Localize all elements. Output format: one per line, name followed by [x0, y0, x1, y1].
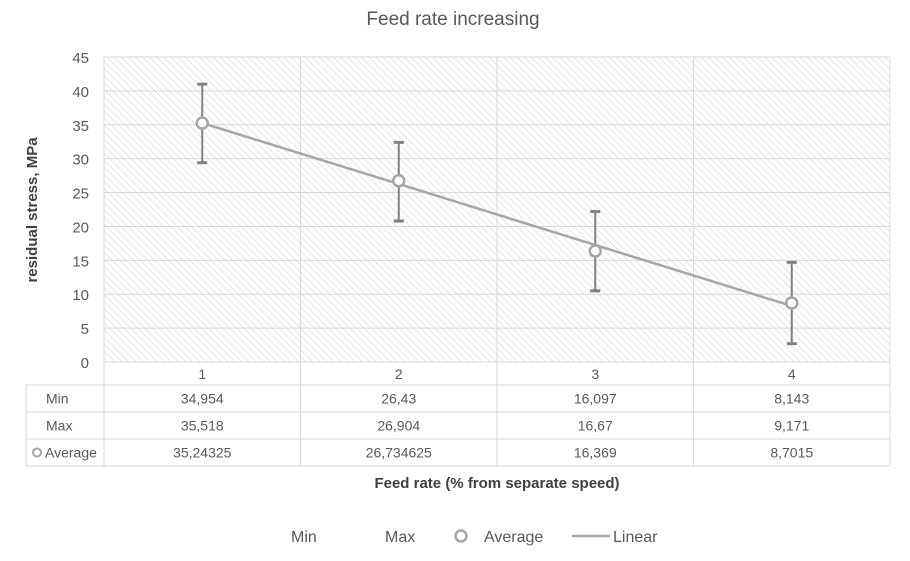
average-point	[392, 174, 406, 188]
gridlines	[103, 56, 891, 363]
legend-min-label: Min	[291, 529, 317, 546]
table-row-header: Max	[46, 418, 72, 434]
legend-average-marker	[454, 529, 468, 543]
average-point	[785, 296, 799, 310]
y-axis-title: residual stress, MPa	[24, 137, 41, 283]
table-cell: 9,171	[774, 418, 809, 434]
table-cell: 26,734625	[366, 445, 432, 461]
x-tick-label: 3	[591, 366, 599, 382]
table-cell: 35,518	[181, 418, 224, 434]
table-average-marker-icon	[32, 447, 42, 458]
y-tick-label: 30	[72, 152, 89, 169]
table-cell: 8,143	[774, 391, 809, 407]
legend: Min Max Average Linear	[291, 529, 658, 546]
average-point	[588, 244, 602, 258]
average-point	[195, 116, 209, 130]
table-cell: 8,7015	[770, 445, 813, 461]
x-axis-title: Feed rate (% from separate speed)	[374, 475, 619, 492]
y-tick-label: 5	[81, 321, 89, 338]
y-tick-label: 40	[72, 84, 89, 101]
y-tick-label: 0	[81, 355, 89, 372]
x-tick-label: 1	[198, 366, 206, 382]
x-tick-label: 4	[788, 366, 796, 382]
table-cell: 35,24325	[173, 445, 232, 461]
data-table: 1 2 3 4 Min 34,954 26,43 16,097 8,143 Max 35,518 26…	[25, 361, 891, 467]
legend-average-label: Average	[484, 529, 543, 546]
table-cell: 16,67	[578, 418, 613, 434]
table-cell: 16,097	[574, 391, 617, 407]
table-row-header: Min	[46, 391, 69, 407]
y-tick-label: 15	[72, 253, 89, 270]
y-tick-label: 45	[72, 50, 89, 67]
chart-title: Feed rate increasing	[366, 9, 539, 30]
table-cell: 26,904	[377, 418, 420, 434]
y-tick-label: 35	[72, 118, 89, 135]
y-axis-tick-labels: 0 5 10 15 20 25 30 35 40 45	[72, 50, 89, 372]
legend-linear-label: Linear	[613, 529, 658, 546]
y-tick-label: 20	[72, 219, 89, 236]
y-tick-label: 10	[72, 287, 89, 304]
x-tick-label: 2	[395, 366, 403, 382]
legend-max-label: Max	[385, 529, 415, 546]
table-cell: 34,954	[181, 391, 224, 407]
average-markers	[195, 116, 799, 310]
table-cell: 16,369	[574, 445, 617, 461]
table-row-header: Average	[45, 445, 97, 461]
table-cell: 26,43	[381, 391, 416, 407]
y-tick-label: 25	[72, 186, 89, 203]
linear-trendline	[201, 121, 793, 308]
